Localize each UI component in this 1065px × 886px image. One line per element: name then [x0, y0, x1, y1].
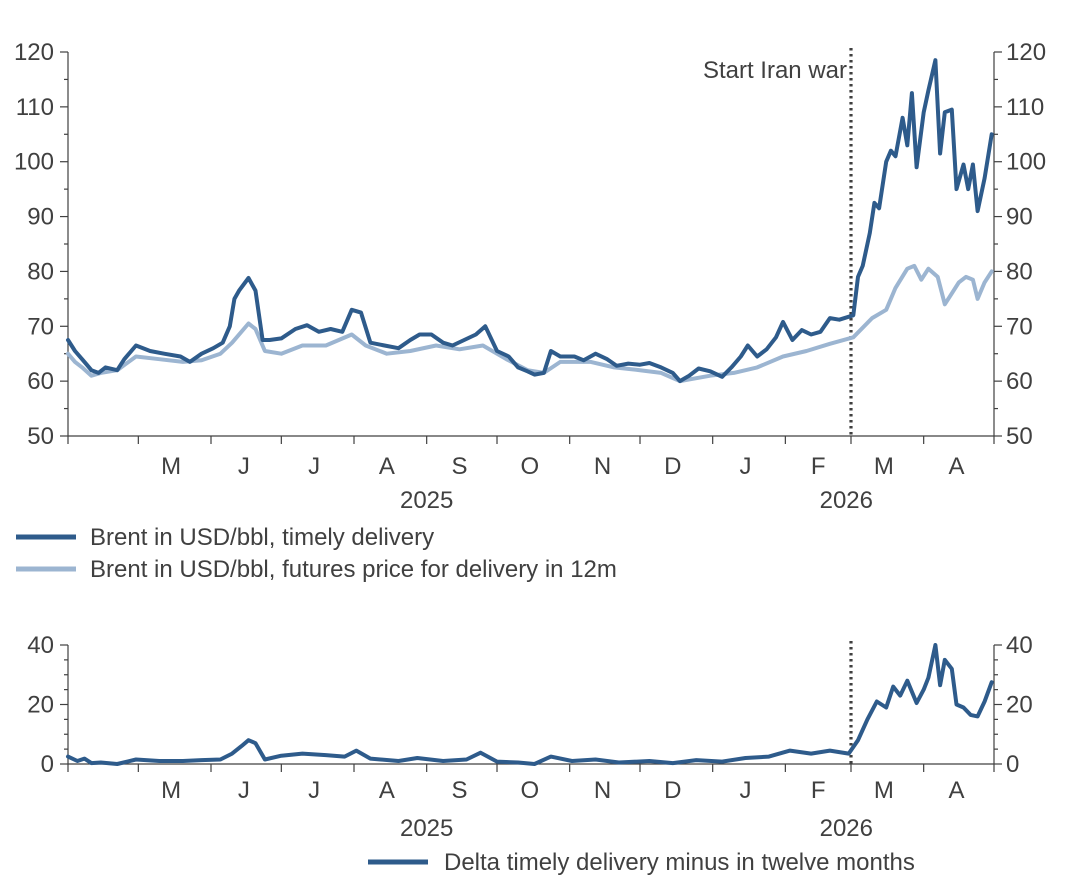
month-label: A — [948, 777, 964, 804]
month-label: M — [161, 453, 181, 480]
y-tick-label-left: 60 — [27, 368, 54, 395]
month-label: M — [161, 777, 181, 804]
month-label: A — [379, 453, 395, 480]
year-label: 2026 — [820, 487, 873, 514]
top-chart-panel: 50 50 60 60 70 70 80 80 90 90 100 100 110 110 120 120 M J… — [14, 39, 1046, 583]
series-line-delta — [66, 643, 994, 766]
y-tick-label-right: 100 — [1006, 149, 1046, 176]
month-label: N — [594, 777, 611, 804]
month-label: J — [308, 453, 320, 480]
month-label: M — [874, 777, 894, 804]
y-tick-label-right: 50 — [1006, 423, 1033, 450]
month-label: S — [451, 453, 467, 480]
y-tick-label-left: 70 — [27, 313, 54, 340]
month-label: O — [520, 453, 539, 480]
month-label: D — [664, 453, 681, 480]
y-tick-label-left: 100 — [14, 149, 54, 176]
y-tick-label-left: 20 — [27, 692, 54, 719]
y-tick-label-right: 60 — [1006, 368, 1033, 395]
y-tick-label-left: 40 — [27, 632, 54, 659]
y-tick-label-right: 90 — [1006, 204, 1033, 231]
month-label: O — [520, 777, 539, 804]
month-label: S — [451, 777, 467, 804]
month-label: D — [664, 777, 681, 804]
y-tick-label-right: 70 — [1006, 313, 1033, 340]
year-label: 2026 — [820, 815, 873, 842]
y-tick-label-left: 50 — [27, 423, 54, 450]
month-label: J — [308, 777, 320, 804]
y-tick-label-right: 110 — [1006, 94, 1044, 121]
month-label: J — [740, 453, 752, 480]
month-label: J — [238, 453, 250, 480]
legend-label-futures: Brent in USD/bbl, futures price for deli… — [90, 556, 617, 583]
month-label: F — [811, 777, 826, 804]
y-tick-label-left: 0 — [41, 751, 54, 778]
y-tick-label-right: 120 — [1006, 39, 1046, 66]
month-label: J — [238, 777, 250, 804]
y-tick-label-left: 110 — [16, 94, 54, 121]
y-tick-label-right: 0 — [1006, 751, 1019, 778]
y-tick-label-left: 90 — [27, 204, 54, 231]
legend-label-delta: Delta timely delivery minus in twelve mo… — [444, 849, 915, 876]
annotation-start-iran-war: Start Iran war — [703, 57, 847, 84]
year-label: 2025 — [400, 487, 453, 514]
month-label: A — [379, 777, 395, 804]
series-line-futures-12m — [66, 263, 994, 384]
month-label: F — [811, 453, 826, 480]
y-tick-label-right: 20 — [1006, 692, 1033, 719]
y-tick-label-left: 120 — [14, 39, 54, 66]
month-label: N — [594, 453, 611, 480]
month-label: A — [948, 453, 964, 480]
series-line-timely-delivery — [66, 58, 994, 384]
legend-label-timely: Brent in USD/bbl, timely delivery — [90, 524, 434, 551]
y-tick-label-right: 80 — [1006, 258, 1033, 285]
year-label: 2025 — [400, 815, 453, 842]
month-label: J — [740, 777, 752, 804]
y-tick-label-left: 80 — [27, 258, 54, 285]
y-tick-label-right: 40 — [1006, 632, 1033, 659]
month-label: M — [874, 453, 894, 480]
